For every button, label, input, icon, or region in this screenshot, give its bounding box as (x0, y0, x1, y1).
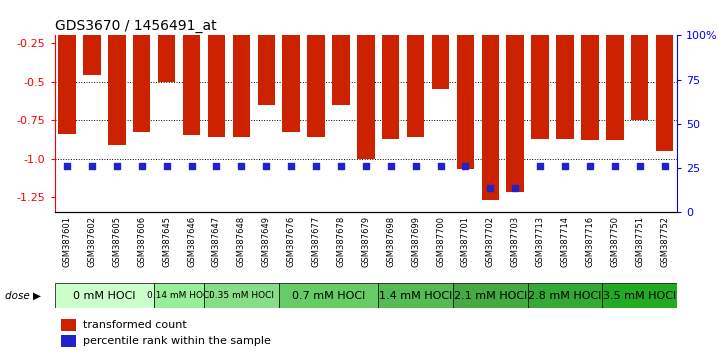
Point (634, 164, 646, 169)
Point (410, 164, 422, 169)
Point (285, 164, 297, 169)
Text: GSM387602: GSM387602 (87, 216, 96, 267)
Bar (133, 5, 151, 132)
Text: 0.14 mM HOCl: 0.14 mM HOCl (146, 291, 212, 300)
Bar (207, 5, 225, 137)
Bar (233, 5, 250, 137)
Text: 0.7 mM HOCl: 0.7 mM HOCl (292, 291, 365, 301)
Text: GSM387702: GSM387702 (486, 216, 495, 267)
Text: GSM387648: GSM387648 (237, 216, 246, 267)
Bar (282, 5, 300, 132)
Text: GSM387716: GSM387716 (585, 216, 594, 267)
Bar (61, 335, 76, 347)
Text: transformed count: transformed count (82, 320, 186, 330)
Text: GDS3670 / 1456491_at: GDS3670 / 1456491_at (55, 19, 216, 33)
Text: 3.5 mM HOCl: 3.5 mM HOCl (603, 291, 676, 301)
Point (61, 164, 73, 169)
Bar (307, 5, 325, 137)
Bar (631, 5, 649, 120)
Point (186, 164, 197, 169)
Text: GSM387699: GSM387699 (411, 216, 420, 267)
Point (236, 164, 248, 169)
Text: GSM387703: GSM387703 (511, 216, 520, 267)
Text: GSM387700: GSM387700 (436, 216, 445, 267)
Text: 0 mM HOCl: 0 mM HOCl (73, 291, 135, 301)
Text: GSM387714: GSM387714 (561, 216, 569, 267)
Text: dose ▶: dose ▶ (6, 291, 41, 301)
Point (335, 164, 347, 169)
Text: 2.8 mM HOCl: 2.8 mM HOCl (529, 291, 601, 301)
Bar (581, 5, 598, 140)
Point (659, 164, 670, 169)
Bar (606, 5, 623, 140)
Bar (258, 5, 275, 105)
Text: GSM387678: GSM387678 (336, 216, 345, 267)
Bar (332, 5, 349, 105)
Bar (58, 5, 76, 134)
Point (310, 164, 322, 169)
Point (86, 164, 98, 169)
Text: GSM387679: GSM387679 (361, 216, 371, 267)
Point (584, 164, 596, 169)
Bar (482, 5, 499, 200)
Point (559, 164, 571, 169)
Text: 2.1 mM HOCl: 2.1 mM HOCl (454, 291, 527, 301)
Point (435, 164, 446, 169)
Text: percentile rank within the sample: percentile rank within the sample (82, 336, 271, 346)
Point (485, 185, 496, 190)
Text: GSM387752: GSM387752 (660, 216, 669, 267)
Bar (108, 5, 125, 145)
Point (136, 164, 148, 169)
Point (510, 185, 521, 190)
Text: GSM387645: GSM387645 (162, 216, 171, 267)
Text: GSM387701: GSM387701 (461, 216, 470, 267)
Point (360, 164, 372, 169)
Bar (456, 5, 474, 169)
Bar (432, 5, 449, 89)
Point (534, 164, 546, 169)
Bar (528, 283, 602, 308)
Text: GSM387601: GSM387601 (63, 216, 71, 267)
Text: GSM387750: GSM387750 (610, 216, 620, 267)
Point (210, 164, 222, 169)
Bar (158, 5, 175, 81)
Bar (154, 283, 204, 308)
Text: GSM387698: GSM387698 (387, 216, 395, 267)
Point (459, 164, 471, 169)
Text: GSM387649: GSM387649 (262, 216, 271, 267)
Bar (602, 283, 677, 308)
Text: GSM387647: GSM387647 (212, 216, 221, 267)
Point (609, 164, 621, 169)
Text: GSM387646: GSM387646 (187, 216, 196, 267)
Bar (61, 319, 76, 331)
Text: GSM387676: GSM387676 (287, 216, 296, 267)
Point (111, 164, 123, 169)
Bar (382, 5, 400, 138)
Bar (453, 283, 528, 308)
Text: GSM387751: GSM387751 (636, 216, 644, 267)
Text: GSM387713: GSM387713 (536, 216, 545, 267)
Text: GSM387605: GSM387605 (112, 216, 122, 267)
Bar (204, 283, 279, 308)
Bar (279, 283, 379, 308)
Bar (55, 283, 154, 308)
Point (161, 164, 173, 169)
Point (261, 164, 272, 169)
Text: GSM387677: GSM387677 (312, 216, 320, 267)
Bar (656, 5, 673, 151)
Text: 1.4 mM HOCl: 1.4 mM HOCl (379, 291, 452, 301)
Bar (556, 5, 574, 138)
Bar (357, 5, 374, 159)
Bar (83, 5, 100, 75)
Bar (531, 5, 549, 138)
Bar (183, 5, 200, 136)
Text: 0.35 mM HOCl: 0.35 mM HOCl (209, 291, 274, 300)
Bar (507, 5, 524, 192)
Bar (407, 5, 424, 137)
Point (385, 164, 397, 169)
Text: GSM387606: GSM387606 (138, 216, 146, 267)
Bar (379, 283, 453, 308)
